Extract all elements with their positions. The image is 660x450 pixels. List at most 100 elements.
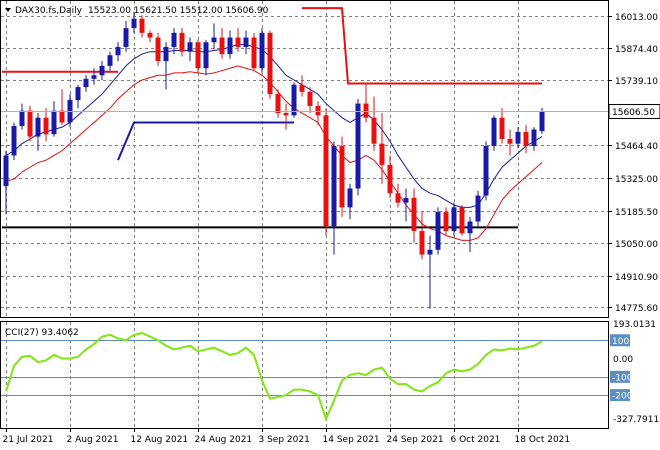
y-tick-label: 14775.60 — [615, 304, 658, 314]
candle — [75, 84, 81, 109]
candle-body — [163, 46, 169, 62]
candle — [123, 21, 129, 52]
x-tick-label: 2 Aug 2021 — [67, 435, 119, 445]
candle-body — [459, 207, 465, 234]
price-panel-frame — [0, 0, 609, 318]
candle — [179, 28, 185, 57]
price-axis-labels: 16013.00 15874.40 15739.10 15606.50 15464.40… — [608, 13, 658, 314]
candle-body — [379, 143, 385, 165]
candle-body — [251, 37, 257, 69]
candle-body — [371, 117, 377, 144]
y-tick-label: -100 — [612, 373, 633, 383]
candle-body — [451, 207, 457, 231]
candle — [99, 61, 105, 80]
candle — [291, 82, 297, 118]
candle-body — [435, 212, 441, 250]
candle-body — [483, 146, 489, 196]
cci-level-tag — [610, 334, 630, 347]
candle — [131, 11, 137, 33]
cci-label: CCI(27) 93.4062 — [5, 328, 79, 338]
candle-body — [403, 197, 409, 203]
candle — [323, 108, 329, 236]
candle-body — [91, 75, 97, 79]
x-tick-label: 18 Oct 2021 — [515, 435, 571, 445]
cci-line — [5, 331, 543, 422]
candle-body — [195, 42, 201, 69]
candle-body — [35, 117, 41, 137]
candle — [539, 107, 545, 134]
x-tick-label: 3 Sep 2021 — [259, 435, 310, 445]
candle — [299, 75, 305, 97]
candle — [203, 39, 209, 76]
candle-body — [499, 117, 505, 139]
current-price-label: 15606.50 — [612, 108, 655, 118]
candle — [251, 32, 257, 71]
y-tick-label: 15874.40 — [615, 45, 658, 55]
x-tick-label: 6 Oct 2021 — [451, 435, 501, 445]
candle-body — [27, 110, 33, 137]
candle — [355, 98, 361, 196]
dropdown-arrow-icon[interactable] — [5, 8, 11, 12]
resistance-step-line — [302, 7, 542, 85]
candle — [211, 23, 217, 50]
y-tick-label: -327.7911 — [613, 415, 659, 425]
candle — [3, 150, 9, 215]
candle — [83, 75, 89, 92]
candle — [155, 32, 161, 66]
candle-body — [115, 46, 121, 56]
candle — [451, 202, 457, 236]
candle-body — [539, 111, 545, 132]
candle — [19, 103, 25, 130]
cci-level-tag — [610, 389, 630, 402]
candle-body — [171, 32, 177, 47]
candle — [499, 108, 505, 144]
candlesticks — [3, 11, 545, 309]
cci-axis-labels: 193.0131 100 0.00 -100 -200 -327.7911 — [610, 320, 659, 425]
candle — [459, 204, 465, 236]
candle — [427, 235, 433, 309]
candle — [483, 141, 489, 201]
candle-body — [243, 37, 249, 47]
candle-body — [267, 32, 273, 95]
candle-body — [107, 55, 113, 66]
candle — [59, 89, 65, 125]
candle — [227, 30, 233, 59]
candle — [219, 28, 225, 59]
candle — [403, 188, 409, 222]
candle-body — [331, 146, 337, 227]
candle-body — [75, 87, 81, 101]
candle-body — [491, 117, 497, 147]
candle-body — [131, 18, 137, 29]
candle-body — [443, 212, 449, 231]
candle-body — [219, 37, 225, 55]
candle-body — [323, 115, 329, 227]
candle-body — [179, 32, 185, 52]
candle-body — [11, 125, 17, 156]
candle-body — [347, 188, 353, 208]
candle — [171, 28, 177, 55]
candle — [195, 39, 201, 73]
candle-body — [299, 84, 305, 92]
x-tick-label: 12 Aug 2021 — [131, 435, 189, 445]
candle — [51, 101, 57, 137]
y-tick-label: -200 — [612, 392, 633, 402]
candle-body — [515, 131, 521, 144]
candle-body — [235, 37, 241, 47]
y-tick-label: 193.0131 — [613, 320, 656, 330]
candle — [467, 216, 473, 253]
ma-fast-line — [5, 44, 543, 208]
y-tick-label: 100 — [612, 337, 629, 347]
candle-body — [307, 91, 313, 106]
candle-body — [275, 94, 281, 114]
y-tick-label: 15739.10 — [615, 77, 658, 87]
candle-body — [211, 37, 217, 43]
candle-body — [3, 155, 9, 187]
date-axis-labels: 21 Jul 2021 2 Aug 2021 12 Aug 2021 24 Aug 2… — [3, 428, 571, 445]
candle — [235, 28, 241, 52]
current-price-box — [608, 103, 660, 119]
candle — [267, 30, 273, 99]
candle-body — [427, 249, 433, 255]
candle-body — [523, 131, 529, 147]
